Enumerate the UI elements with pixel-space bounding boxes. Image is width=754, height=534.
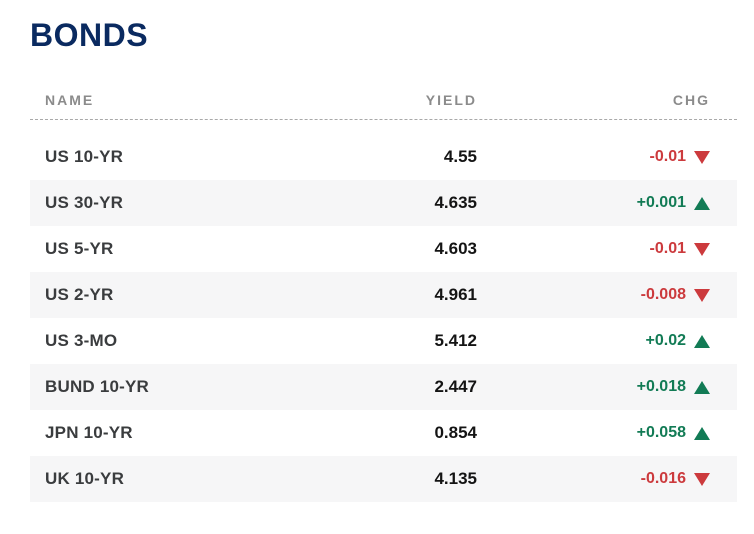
column-header-chg: CHG — [672, 91, 710, 108]
bond-change-cell: -0.016 — [477, 470, 737, 488]
bond-change: +0.001 — [636, 194, 686, 211]
bond-yield: 4.55 — [443, 147, 477, 166]
up-triangle-icon — [694, 196, 710, 210]
bond-change: +0.02 — [645, 332, 686, 349]
bond-yield: 5.412 — [434, 331, 477, 350]
bond-change-cell: -0.008 — [477, 286, 737, 304]
bond-yield: 4.603 — [434, 239, 477, 258]
down-triangle-icon — [694, 472, 710, 486]
bond-change: -0.01 — [649, 240, 686, 257]
bond-change-cell: +0.058 — [477, 424, 737, 442]
table-row[interactable]: US 3-MO 5.412 +0.02 — [30, 318, 737, 364]
column-header-name: NAME — [45, 91, 95, 108]
up-triangle-icon — [694, 426, 710, 440]
bond-yield: 4.961 — [434, 285, 477, 304]
bond-name: US 3-MO — [45, 331, 118, 350]
bond-name: JPN 10-YR — [45, 423, 133, 442]
bond-change-cell: +0.001 — [477, 194, 737, 212]
table-body: US 10-YR 4.55 -0.01 US 30-YR 4.635 +0.00… — [30, 134, 737, 502]
bond-yield: 2.447 — [434, 377, 477, 396]
up-triangle-icon — [694, 334, 710, 348]
bond-change-cell: -0.01 — [477, 148, 737, 166]
bond-change-cell: +0.02 — [477, 332, 737, 350]
bond-change: +0.018 — [636, 378, 686, 395]
bond-change-cell: -0.01 — [477, 240, 737, 258]
column-header-yield: YIELD — [425, 91, 477, 108]
table-row[interactable]: JPN 10-YR 0.854 +0.058 — [30, 410, 737, 456]
table-row[interactable]: US 10-YR 4.55 -0.01 — [30, 134, 737, 180]
page-title: BONDS — [30, 17, 149, 53]
bond-name: US 30-YR — [45, 193, 124, 212]
bonds-table: NAME YIELD CHG US 10-YR 4.55 -0.01 US 30… — [30, 80, 737, 502]
table-row[interactable]: US 5-YR 4.603 -0.01 — [30, 226, 737, 272]
table-row[interactable]: UK 10-YR 4.135 -0.016 — [30, 456, 737, 502]
bond-change: +0.058 — [636, 424, 686, 441]
bond-change: -0.01 — [649, 148, 686, 165]
table-row[interactable]: US 30-YR 4.635 +0.001 — [30, 180, 737, 226]
bond-yield: 4.635 — [434, 193, 477, 212]
bond-name: US 2-YR — [45, 285, 114, 304]
bond-name: US 5-YR — [45, 239, 114, 258]
bond-yield: 4.135 — [434, 469, 477, 488]
bonds-widget: BONDS NAME YIELD CHG US 10-YR 4.55 -0.01… — [30, 17, 737, 502]
bond-name: UK 10-YR — [45, 469, 125, 488]
down-triangle-icon — [694, 150, 710, 164]
table-header-row: NAME YIELD CHG — [30, 80, 737, 120]
table-row[interactable]: US 2-YR 4.961 -0.008 — [30, 272, 737, 318]
up-triangle-icon — [694, 380, 710, 394]
bond-name: US 10-YR — [45, 147, 124, 166]
bond-change: -0.016 — [640, 470, 686, 487]
bond-change: -0.008 — [640, 286, 686, 303]
down-triangle-icon — [694, 242, 710, 256]
bond-yield: 0.854 — [434, 423, 477, 442]
bond-name: BUND 10-YR — [45, 377, 150, 396]
bond-change-cell: +0.018 — [477, 378, 737, 396]
table-row[interactable]: BUND 10-YR 2.447 +0.018 — [30, 364, 737, 410]
down-triangle-icon — [694, 288, 710, 302]
